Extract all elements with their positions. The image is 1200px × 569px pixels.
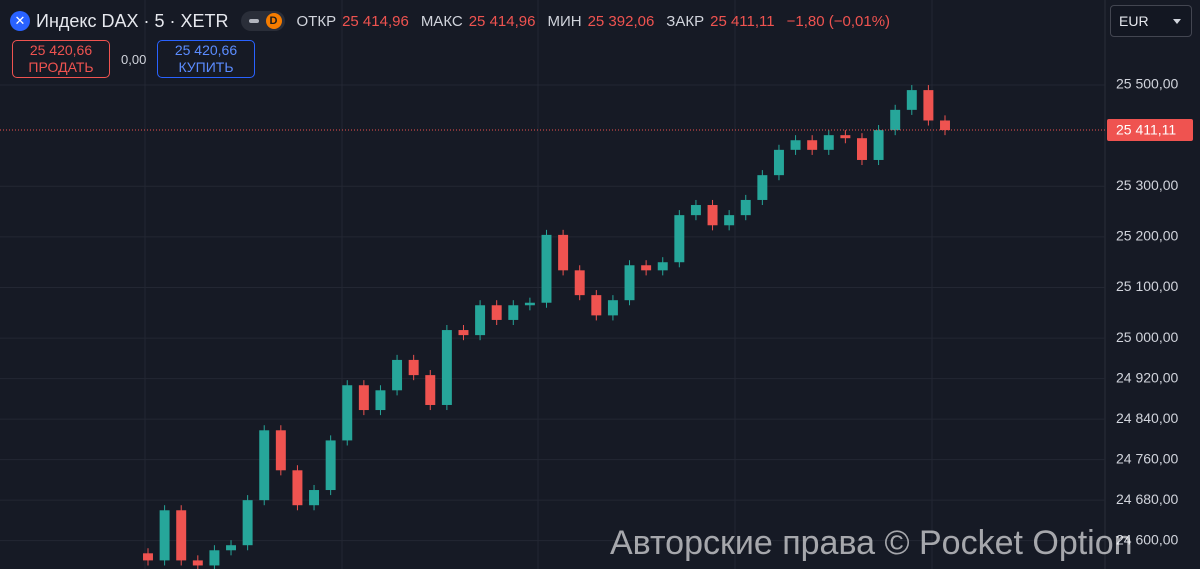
- symbol-icon: ✕: [10, 11, 30, 31]
- candle-body: [541, 234, 552, 303]
- candle-body: [856, 138, 867, 160]
- close-value: 25 411,11: [710, 12, 775, 30]
- candle-body: [275, 430, 286, 471]
- candle-body: [292, 470, 303, 506]
- y-tick-label: 24 920,00: [1116, 369, 1178, 385]
- open-label: ОТКР: [296, 12, 337, 30]
- last-price-tag: [1107, 119, 1193, 142]
- candle-body: [906, 90, 917, 110]
- status-badge: D: [265, 13, 282, 29]
- symbol-title: Индекс DAX · 5 · XETR: [36, 10, 229, 31]
- candle-body: [823, 135, 834, 150]
- candle-body: [508, 305, 519, 320]
- y-tick-label: 25 200,00: [1116, 228, 1178, 244]
- open-value: 25 414,96: [342, 12, 409, 30]
- candle-body: [143, 553, 153, 561]
- sell-label: ПРОДАТЬ: [28, 59, 94, 75]
- last-price-label: 25 411,11: [1116, 122, 1176, 138]
- candle-body: [757, 175, 768, 200]
- spread: 0,00: [121, 52, 147, 67]
- symbol-header: ✕ Индекс DAX · 5 · XETR D ОТКР 25 414,96 …: [10, 8, 896, 34]
- candle-body: [890, 109, 901, 131]
- low-label: МИН: [547, 12, 582, 30]
- candle-body: [475, 305, 486, 336]
- candle-body: [441, 330, 452, 405]
- low-value: 25 392,06: [587, 12, 655, 30]
- candle-body: [242, 500, 253, 546]
- currency-select[interactable]: EUR: [1110, 5, 1192, 37]
- candle-body: [392, 359, 403, 391]
- candle-body: [574, 270, 585, 296]
- y-tick-label: 24 600,00: [1116, 531, 1178, 547]
- candle-body: [607, 300, 618, 316]
- candle-body: [807, 140, 818, 150]
- candle-body: [259, 430, 270, 501]
- close-label: ЗАКР: [666, 12, 705, 30]
- candle-body: [657, 262, 668, 271]
- y-tick-label: 25 300,00: [1116, 177, 1178, 193]
- currency-value: EUR: [1119, 13, 1149, 29]
- candle-body: [358, 385, 369, 411]
- candle-body: [176, 510, 187, 561]
- sell-button[interactable]: 25 420,66 ПРОДАТЬ: [12, 40, 110, 78]
- candle-body: [740, 199, 751, 216]
- sell-price: 25 420,66: [29, 42, 93, 58]
- candle-body: [226, 545, 237, 551]
- high-label: МАКС: [420, 12, 463, 30]
- candle-body: [707, 205, 718, 226]
- candle-body: [309, 490, 320, 506]
- candle-body: [209, 550, 220, 566]
- candle-body: [624, 265, 635, 301]
- toggle-dash: [248, 19, 259, 23]
- candle-body: [790, 140, 801, 150]
- candle-body: [940, 120, 950, 131]
- candle-body: [524, 302, 535, 306]
- candle-body: [873, 130, 884, 160]
- buy-price: 25 420,66: [174, 42, 238, 58]
- candle-body: [375, 390, 386, 411]
- y-tick-label: 25 000,00: [1116, 329, 1178, 345]
- change-value: −1,80 (−0,01%): [786, 12, 891, 30]
- candle-body: [690, 205, 701, 216]
- candle-body: [840, 135, 851, 139]
- candle-body: [192, 560, 203, 566]
- candle-body: [674, 215, 685, 263]
- y-tick-label: 24 680,00: [1116, 491, 1178, 507]
- candle-body: [558, 234, 569, 271]
- y-tick-label: 24 840,00: [1116, 410, 1178, 426]
- candle-body: [408, 359, 419, 376]
- candle-body: [458, 330, 469, 336]
- candle-body: [425, 375, 436, 405]
- candle-body: [724, 215, 735, 226]
- candle-body: [773, 149, 784, 176]
- buy-button[interactable]: 25 420,66 КУПИТЬ: [157, 40, 255, 78]
- y-tick-label: 24 760,00: [1116, 450, 1178, 466]
- y-tick-label: 25 100,00: [1116, 278, 1178, 294]
- candle-body: [491, 305, 502, 320]
- candle-body: [325, 440, 336, 491]
- candle-body: [923, 90, 934, 121]
- watermark: Авторские права © Pocket Option: [610, 524, 1133, 562]
- candle-body: [591, 295, 602, 316]
- high-value: 25 414,96: [468, 12, 536, 30]
- status-toggle[interactable]: D: [240, 11, 285, 31]
- candle-body: [641, 265, 652, 271]
- candle-body: [342, 385, 353, 441]
- buy-label: КУПИТЬ: [178, 59, 234, 75]
- candle-body: [159, 510, 170, 561]
- y-tick-label: 25 500,00: [1116, 76, 1178, 92]
